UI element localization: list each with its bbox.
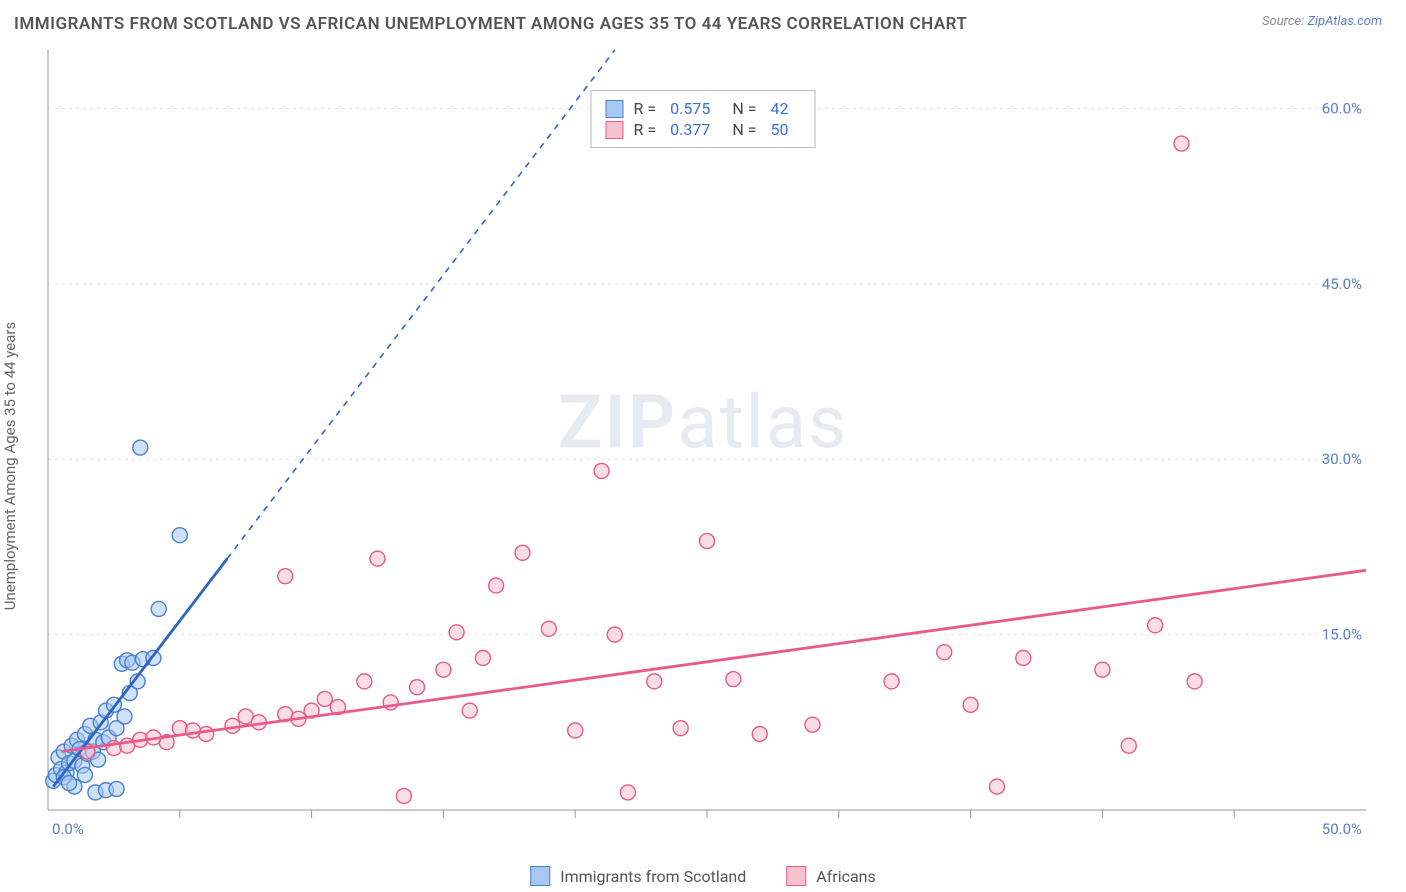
scotland-point [151, 601, 166, 616]
africans-point [1174, 136, 1189, 151]
africans-point [937, 645, 952, 660]
series-legend: Immigrants from Scotland Africans [530, 866, 876, 886]
legend-item-scotland: Immigrants from Scotland [530, 866, 746, 886]
scotland-trendline-extrapolated [227, 50, 614, 559]
svg-text:30.0%: 30.0% [1322, 450, 1362, 468]
africans-point [185, 723, 200, 738]
africans-point [1121, 738, 1136, 753]
africans-point [963, 697, 978, 712]
legend-label-africans: Africans [816, 867, 875, 886]
correlation-legend: R =0.575N =42 R =0.377N =50 [591, 90, 816, 148]
r-value-africans: 0.377 [670, 120, 710, 139]
source-link[interactable]: ZipAtlas.com [1307, 14, 1382, 29]
africans-point [541, 621, 556, 636]
legend-swatch-scotland [606, 100, 624, 118]
scotland-point [133, 440, 148, 455]
y-axis-label: Unemployment Among Ages 35 to 44 years [1, 322, 19, 610]
chart-title: IMMIGRANTS FROM SCOTLAND VS AFRICAN UNEM… [14, 14, 967, 34]
scotland-point [62, 776, 77, 791]
scotland-point [77, 767, 92, 782]
africans-point [568, 723, 583, 738]
svg-text:50.0%: 50.0% [1322, 820, 1362, 838]
africans-point [1187, 674, 1202, 689]
legend-stat-row-scotland: R =0.575N =42 [606, 99, 801, 118]
legend-swatch-scotland [530, 866, 550, 886]
scotland-point [172, 528, 187, 543]
africans-point [317, 691, 332, 706]
africans-point [752, 727, 767, 742]
scotland-point [117, 709, 132, 724]
africans-point [1095, 662, 1110, 677]
scotland-point [109, 781, 124, 796]
legend-item-africans: Africans [786, 866, 875, 886]
africans-point [357, 674, 372, 689]
africans-point [370, 551, 385, 566]
africans-point [594, 463, 609, 478]
africans-point [489, 578, 504, 593]
africans-point [1148, 618, 1163, 633]
africans-point [396, 788, 411, 803]
africans-point [607, 627, 622, 642]
africans-point [1016, 651, 1031, 666]
svg-text:60.0%: 60.0% [1322, 99, 1362, 117]
svg-text:0.0%: 0.0% [52, 820, 84, 838]
legend-swatch-africans [786, 866, 806, 886]
africans-point [436, 662, 451, 677]
africans-point [462, 703, 477, 718]
africans-point [989, 779, 1004, 794]
legend-swatch-africans [606, 121, 624, 139]
africans-point [449, 625, 464, 640]
svg-text:15.0%: 15.0% [1322, 626, 1362, 644]
africans-point [673, 721, 688, 736]
africans-point [515, 545, 530, 560]
africans-point [475, 651, 490, 666]
legend-stat-row-africans: R =0.377N =50 [606, 120, 801, 139]
r-value-scotland: 0.575 [670, 99, 710, 118]
africans-point [726, 672, 741, 687]
africans-point [700, 534, 715, 549]
scatter-plot: 15.0% 30.0% 45.0% 60.0% 0.0% 50.0% [0, 40, 1406, 860]
africans-point [884, 674, 899, 689]
africans-point [647, 674, 662, 689]
svg-text:45.0%: 45.0% [1322, 275, 1362, 293]
africans-point [805, 717, 820, 732]
n-value-scotland: 42 [770, 99, 788, 118]
chart-area: Unemployment Among Ages 35 to 44 years Z… [0, 40, 1406, 892]
africans-point [410, 680, 425, 695]
africans-trendline [61, 570, 1366, 751]
n-value-africans: 50 [770, 120, 788, 139]
africans-point [620, 785, 635, 800]
legend-label-scotland: Immigrants from Scotland [560, 867, 746, 886]
scotland-trendline [53, 559, 227, 787]
source-credit: Source: ZipAtlas.com [1262, 14, 1382, 29]
africans-point [278, 569, 293, 584]
